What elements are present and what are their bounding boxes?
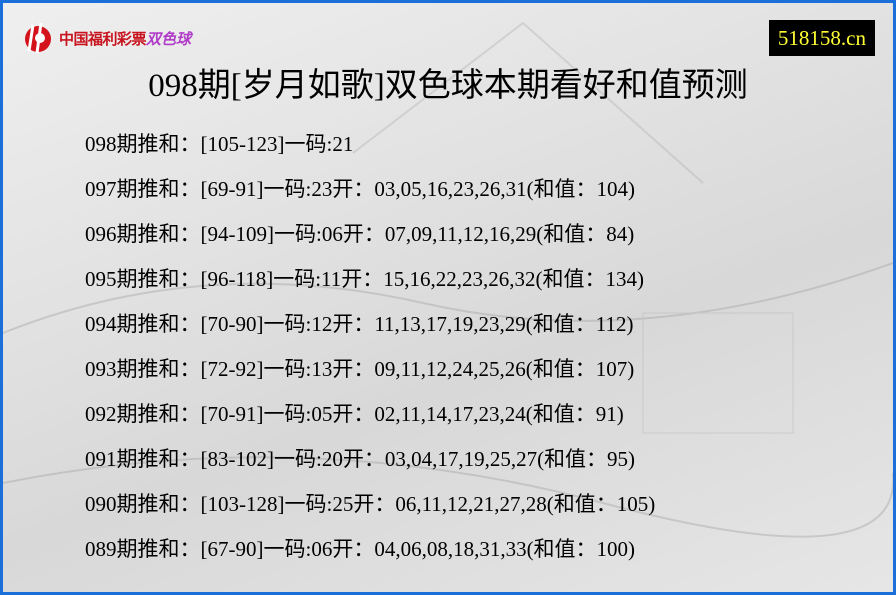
list-item: 098期推和：[105-123]一码:21 [85,132,354,156]
logo-text: 中国福利彩票 [59,29,147,48]
list-item: 096期推和：[94-109]一码:06开：07,09,11,12,16,29(… [85,222,635,246]
landscape-background [3,21,893,538]
page-title: 098期[岁月如歌]双色球本期看好和值预测 [148,68,748,104]
list-item: 095期推和：[96-118]一码:11开：15,16,22,23,26,32(… [85,267,644,291]
prediction-list: 098期推和：[105-123]一码:21 097期推和：[69-91]一码:2… [85,129,655,579]
list-item: 089期推和：[67-90]一码:06开：04,06,08,18,31,33(和… [85,537,636,561]
list-item: 097期推和：[69-91]一码:23开：03,05,16,23,26,31(和… [85,177,636,201]
welfare-lottery-icon [25,22,51,54]
logo-subtext: 双色球 [146,29,192,48]
site-badge: 518158.cn [768,20,875,56]
list-item: 090期推和：[103-128]一码:25开：06,11,12,21,27,28… [85,492,656,516]
list-item: 092期推和：[70-91]一码:05开：02,11,14,17,23,24(和… [85,402,624,426]
list-item: 091期推和：[83-102]一码:20开：03,04,17,19,25,27(… [85,447,636,471]
lottery-logo: 中国福利彩票 双色球 [21,21,191,55]
list-item: 093期推和：[72-92]一码:13开：09,11,12,24,25,26(和… [85,357,635,381]
list-item: 094期推和：[70-90]一码:12开：11,13,17,19,23,29(和… [85,312,634,336]
